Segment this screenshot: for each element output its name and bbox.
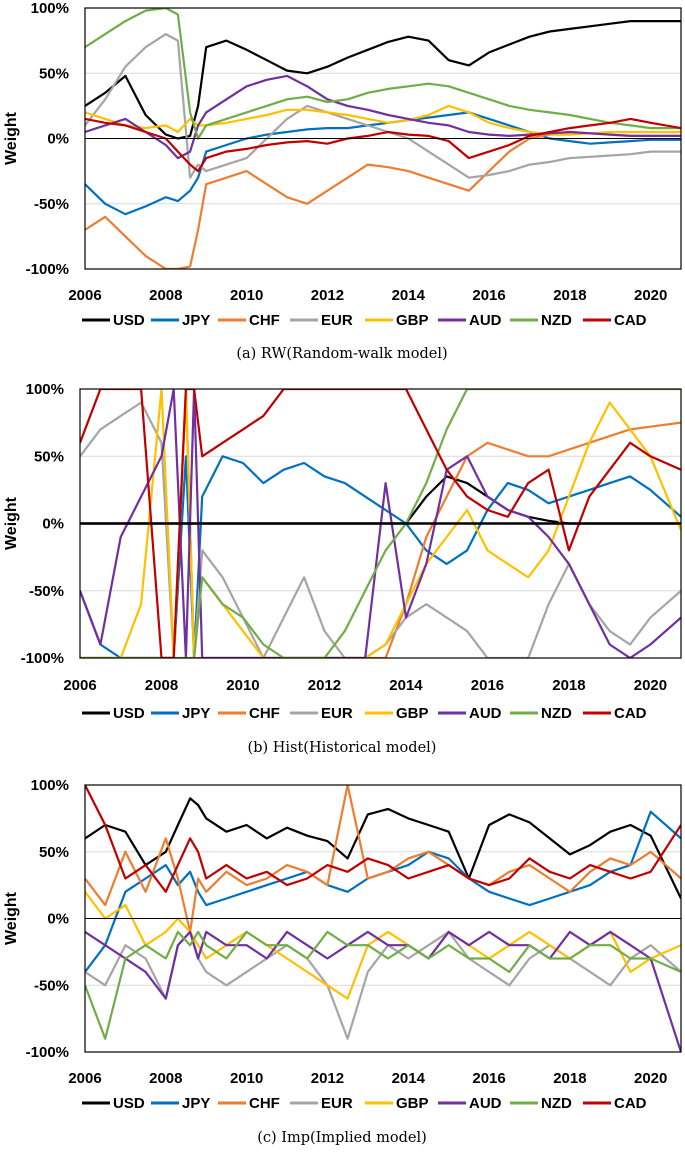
x-tick-label: 2006 [63,677,96,694]
series-line-cad [85,785,681,893]
x-tick-label: 2012 [308,677,341,694]
legend-label-gbp: GBP [396,312,429,329]
y-tick-label: -100% [21,650,64,667]
legend-label-chf: CHF [249,705,280,722]
legend-label-cad: CAD [614,312,647,329]
y-tick-label: 0% [47,131,69,148]
y-tick-label: 100% [31,777,69,794]
x-tick-label: 2006 [68,287,101,304]
legend-label-jpy: JPY [182,705,210,722]
x-tick-label: 2012 [311,287,344,304]
x-tick-label: 2018 [552,677,585,694]
legend-label-aud: AUD [469,1095,502,1112]
y-tick-label: -100% [26,1044,69,1061]
x-tick-label: 2016 [472,287,505,304]
legend: USD JPY CHF EUR GBP AUD NZD CAD [82,1095,647,1112]
y-tick-label: -50% [34,196,69,213]
x-tick-label: 2012 [311,1070,344,1087]
series-group [85,785,681,1052]
y-tick-label: 50% [39,65,69,82]
legend-label-gbp: GBP [396,705,429,722]
legend-label-aud: AUD [469,705,502,722]
legend-label-gbp: GBP [396,1095,429,1112]
series-line-gbp [85,891,681,1000]
chart-panel-3: 100% 50% 0% -50% -100% 2006 2008 2010 2012 2014 20… [3,777,682,1146]
x-tick-label: 2020 [634,677,667,694]
x-tick-label: 2016 [472,1070,505,1087]
series-line-nzd [80,389,681,658]
x-tick-label: 2010 [230,287,263,304]
panel-caption: (c) Imp(Implied model) [257,1130,427,1146]
series-line-cad [80,389,681,658]
x-tick-label: 2010 [226,677,259,694]
x-tick-label: 2006 [68,1070,101,1087]
legend: USD JPY CHF EUR GBP AUD NZD CAD [82,705,647,722]
y-tick-label: 0% [42,516,64,533]
y-tick-label: 100% [26,381,64,398]
x-tick-label: 2014 [392,287,426,304]
legend-label-eur: EUR [321,312,353,329]
x-tick-label: 2010 [230,1070,263,1087]
y-axis-label: Weight [3,891,20,945]
panel-caption: (b) Hist(Historical model) [248,740,437,756]
legend-label-nzd: NZD [541,312,572,329]
legend-label-usd: USD [113,1095,145,1112]
x-tick-label: 2016 [471,677,504,694]
series-line-chf [85,785,681,934]
x-tick-label: 2020 [634,1070,667,1087]
legend-label-jpy: JPY [182,312,210,329]
y-axis-label: Weight [3,496,20,550]
legend-label-nzd: NZD [541,1095,572,1112]
y-tick-label: 100% [31,0,69,17]
y-tick-label: -100% [26,261,69,278]
series-line-jpy [85,111,681,216]
x-tick-label: 2014 [392,1070,426,1087]
x-tick-label: 2018 [553,287,586,304]
y-tick-label: 0% [47,911,69,928]
y-tick-label: 50% [34,448,64,465]
plot-frame [84,7,682,270]
legend-label-usd: USD [113,312,145,329]
series-line-eur [85,32,681,179]
legend: USD JPY CHF EUR GBP AUD NZD CAD [82,312,647,329]
plot-frame [84,784,682,1053]
series-line-nzd [85,8,681,140]
panel-caption: (a) RW(Random-walk model) [236,346,447,362]
x-tick-label: 2018 [553,1070,586,1087]
legend-label-aud: AUD [469,312,502,329]
chart-panel-2: 100% 50% 0% -50% -100% 2006 2008 2010 2012 2014 20… [3,381,682,756]
x-tick-label: 2008 [149,1070,182,1087]
series-line-aud [85,930,681,1052]
x-tick-label: 2008 [149,287,182,304]
legend-label-jpy: JPY [182,1095,210,1112]
x-tick-label: 2008 [145,677,178,694]
legend-label-nzd: NZD [541,705,572,722]
y-tick-label: 50% [39,844,69,861]
y-axis-label: Weight [3,111,20,165]
series-line-nzd [85,930,681,1040]
series-line-usd [80,475,681,525]
y-tick-label: -50% [34,977,69,994]
legend-label-chf: CHF [249,312,280,329]
series-line-aud [80,389,681,658]
series-line-jpy [85,810,681,973]
legend-label-chf: CHF [249,1095,280,1112]
chart-panel-1: 100% 50% 0% -50% -100% 2006 2008 2010 2012 2014 20… [3,0,682,362]
legend-label-cad: CAD [614,705,647,722]
y-tick-label: -50% [29,583,64,600]
legend-label-cad: CAD [614,1095,647,1112]
x-tick-label: 2014 [389,677,423,694]
legend-label-eur: EUR [321,1095,353,1112]
series-line-aud [85,74,681,160]
legend-label-eur: EUR [321,705,353,722]
x-tick-label: 2020 [634,287,667,304]
series-line-gbp [85,104,681,136]
series-line-cad [85,117,681,173]
plot-frame [79,388,682,659]
legend-label-usd: USD [113,705,145,722]
